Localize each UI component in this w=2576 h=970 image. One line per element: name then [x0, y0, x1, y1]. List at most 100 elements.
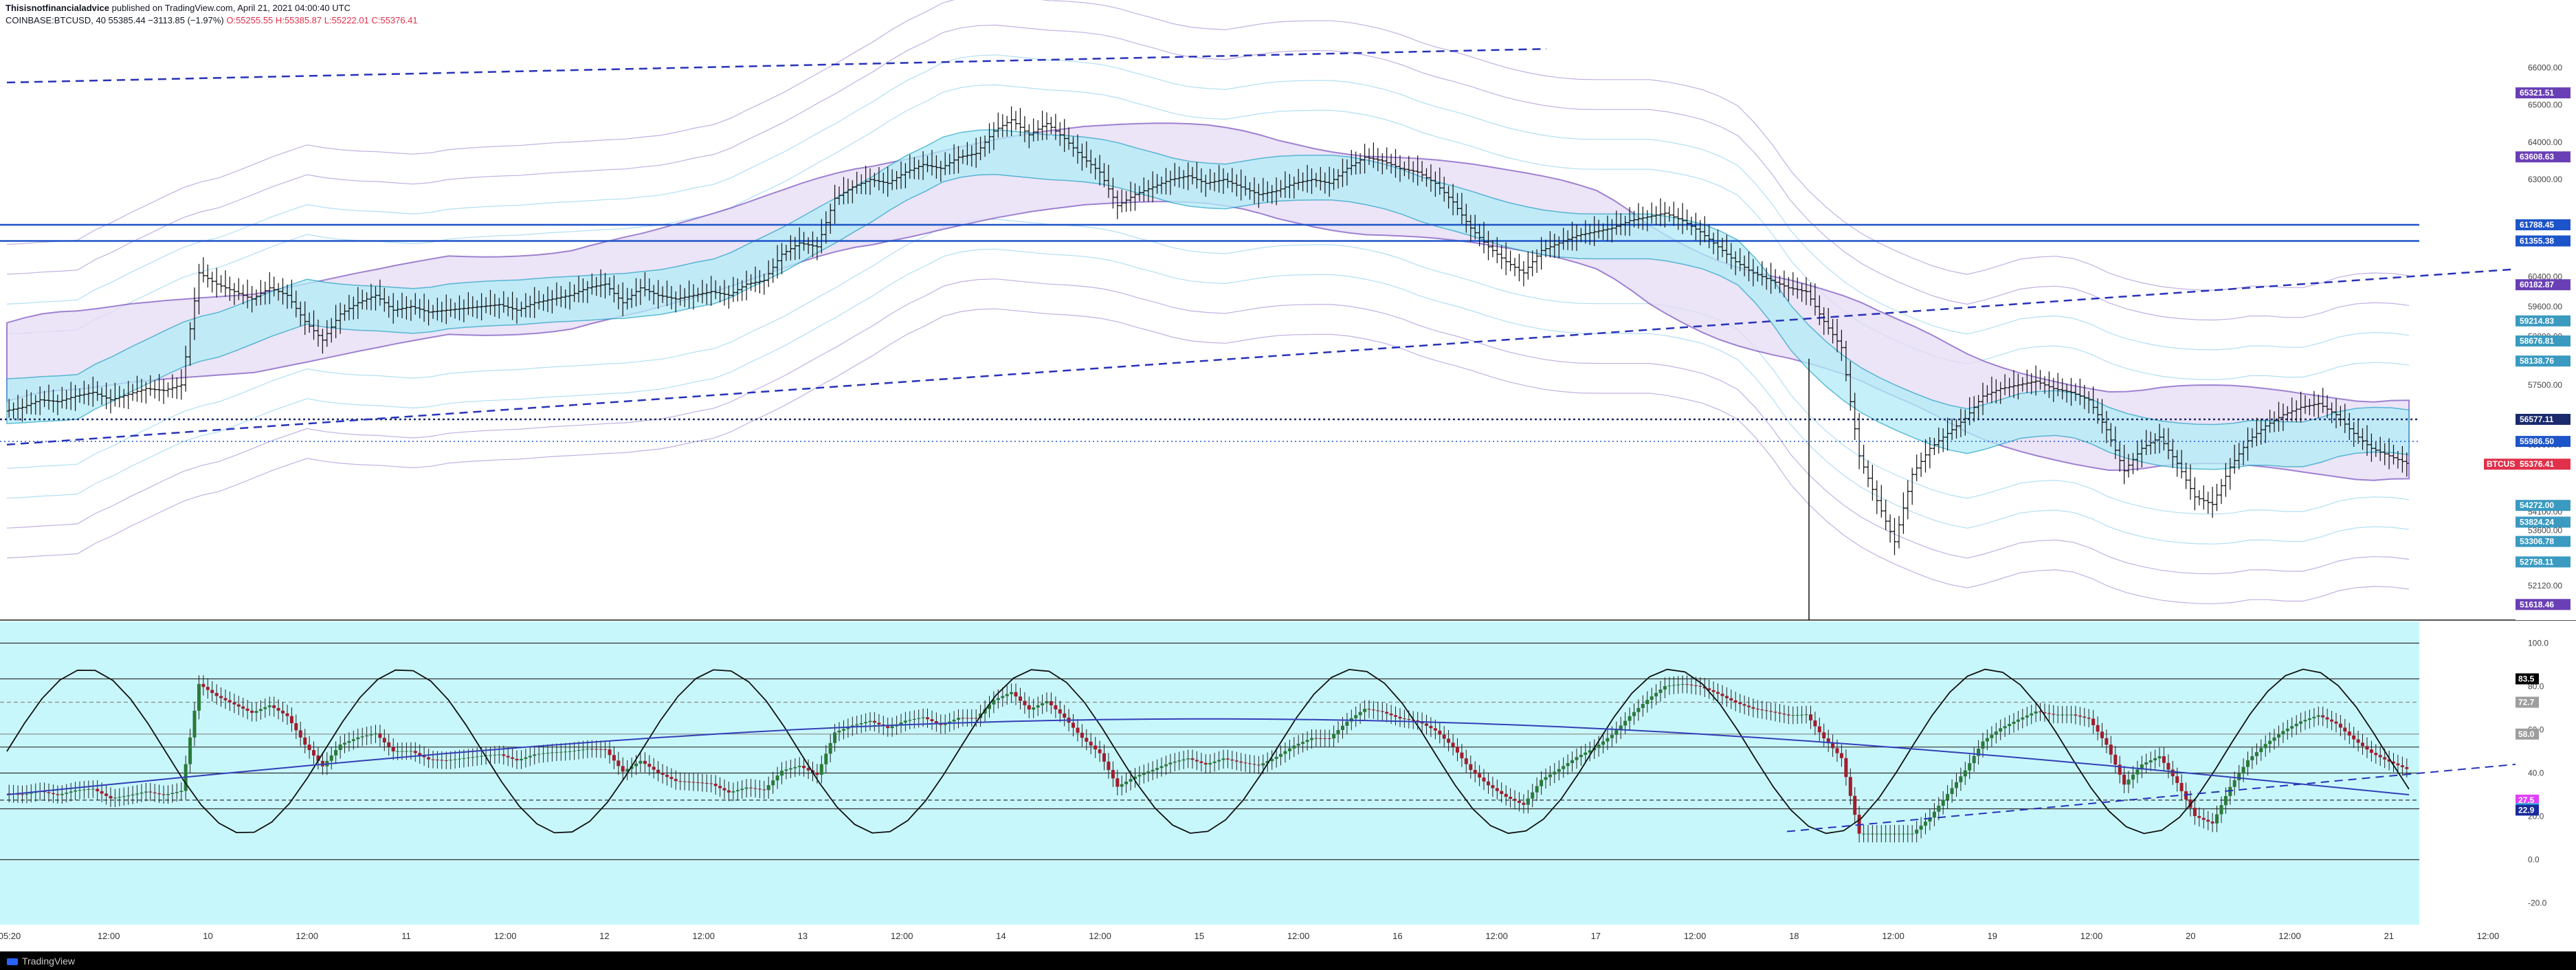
osc-candle [1924, 822, 1927, 826]
osc-candle [1932, 811, 1936, 818]
osc-candle [1274, 756, 1278, 759]
osc-candle [2122, 774, 2127, 785]
osc-candle [775, 775, 779, 781]
osc-candle [1835, 748, 1839, 753]
osc-candle [1345, 721, 1349, 726]
osc-candle [1897, 833, 1901, 835]
osc-candle [285, 713, 289, 716]
osc-candle [1667, 685, 1672, 687]
osc-candle [828, 742, 832, 754]
osc-candle [2105, 738, 2109, 745]
osc-candle [462, 758, 466, 759]
osc-candle [263, 707, 267, 709]
time-tick-label: 13 [798, 931, 808, 941]
osc-candle [1928, 817, 1932, 822]
osc-candle [2109, 745, 2113, 755]
envelope-line-7 [6, 308, 2410, 604]
osc-candle [1566, 763, 1570, 767]
osc-candle [210, 690, 214, 693]
osc-candle [458, 758, 461, 760]
osc-candle [245, 708, 249, 711]
osc-candle [656, 769, 660, 773]
osc-candle [1526, 798, 1530, 805]
osc-candle [2179, 782, 2184, 791]
osc-candle [179, 791, 184, 792]
osc-candle [329, 755, 333, 761]
osc-candle [1438, 730, 1442, 735]
osc-candle [1310, 738, 1313, 740]
osc-candle [1177, 760, 1181, 762]
osc-candle [952, 719, 956, 722]
time-axis-bg [0, 925, 2576, 951]
osc-candle [2201, 817, 2206, 820]
osc-candle [1036, 705, 1040, 708]
osc-candle [877, 723, 881, 725]
envelope-bands [6, 0, 2410, 604]
price-tick-label: 57500.00 [2528, 380, 2562, 390]
osc-candle [660, 773, 665, 775]
osc-candle [1990, 734, 1994, 738]
osc-candle [1509, 797, 1513, 799]
osc-candle [320, 760, 324, 767]
osc-candle [2074, 714, 2078, 716]
osc-candle [1063, 713, 1067, 718]
osc-candle [197, 683, 201, 711]
osc-candle [1429, 725, 1433, 729]
osc-candle [992, 700, 996, 705]
osc-candle [1027, 705, 1031, 710]
osc-candle [1584, 752, 1588, 755]
time-tick-label: 16 [1392, 931, 1402, 941]
osc-candle [100, 791, 104, 794]
osc-candle [524, 757, 528, 759]
osc-candle [16, 794, 20, 795]
osc-candle [1672, 685, 1676, 686]
footer-bar: TradingView [0, 951, 2576, 970]
osc-candle [1870, 833, 1874, 835]
osc-candle [542, 753, 546, 754]
osc-candle [1822, 732, 1826, 738]
osc-candle [2140, 764, 2144, 770]
osc-candle [2061, 714, 2065, 716]
osc-candle [2025, 715, 2029, 718]
brand-label: TradingView [22, 956, 76, 967]
osc-candle [1332, 734, 1336, 739]
price-tag-label: 58138.76 [2520, 356, 2554, 366]
osc-candle [1910, 833, 1914, 835]
osc-candle [926, 717, 929, 720]
osc-candle [2250, 756, 2254, 760]
osc-ma-line [6, 718, 2410, 795]
osc-candle [1764, 710, 1768, 712]
osc-candle [1641, 704, 1645, 708]
osc-candle [2210, 822, 2214, 824]
price-tag-label: 59214.83 [2520, 316, 2554, 326]
osc-candle [1451, 742, 1455, 747]
time-tick-label: 12:00 [2080, 931, 2103, 941]
osc-candle [2170, 769, 2175, 777]
osc-candle [219, 696, 223, 698]
osc-candle [533, 754, 537, 756]
price-tag-label: 65321.51 [2520, 88, 2554, 98]
osc-candle [1296, 743, 1300, 746]
osc-candle [1120, 784, 1124, 787]
osc-candle [135, 793, 139, 795]
osc-candle [254, 711, 258, 713]
osc-candle [1376, 710, 1380, 712]
osc-candle [2087, 717, 2091, 719]
osc-candle [864, 722, 868, 723]
price-tag-label: 61788.45 [2520, 220, 2554, 230]
osc-candle [948, 721, 952, 724]
osc-candle [1636, 707, 1641, 712]
osc-candle [52, 793, 55, 795]
osc-candle [1698, 685, 1702, 687]
osc-candle [502, 754, 506, 756]
osc-candle [1826, 738, 1830, 744]
ohlc-values: O:55255.55 H:55385.87 L:55222.01 C:55376… [226, 15, 418, 25]
osc-candle [1137, 775, 1142, 777]
osc-candle [1089, 741, 1093, 746]
osc-tag-bg [2516, 728, 2539, 740]
osc-candle [639, 760, 643, 764]
osc-candle [515, 758, 519, 761]
osc-candle [1950, 788, 1954, 794]
osc-candle [144, 791, 148, 793]
osc-candle [2303, 720, 2307, 722]
